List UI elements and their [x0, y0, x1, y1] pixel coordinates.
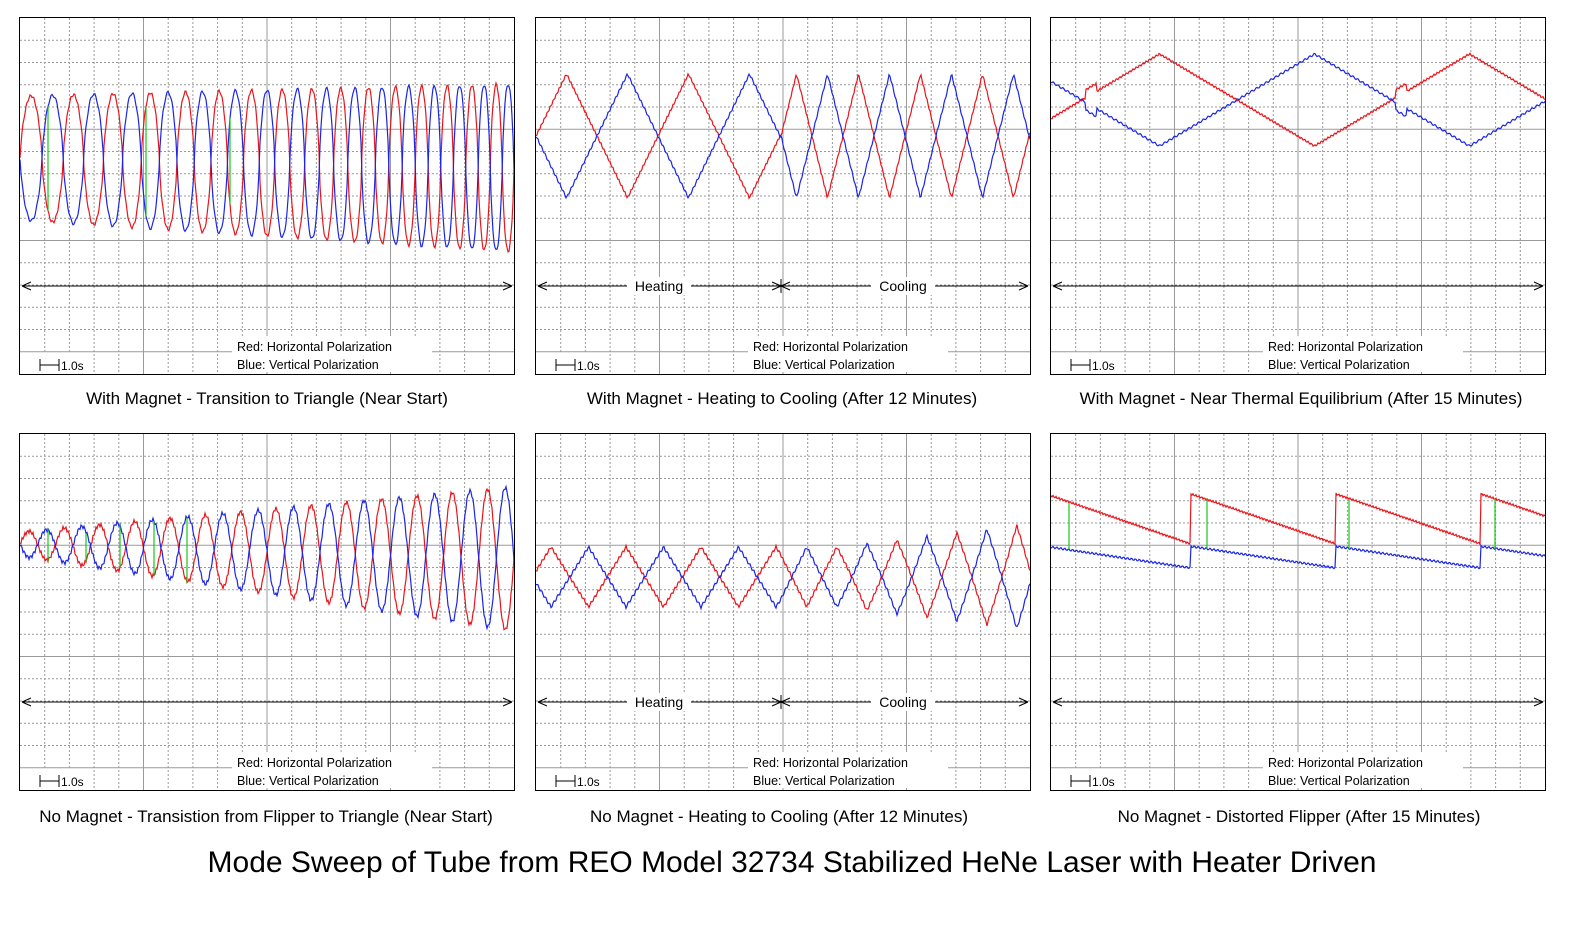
main-title: Mode Sweep of Tube from REO Model 32734 …: [207, 846, 1377, 879]
grid-4: [536, 434, 1030, 790]
legend-blue-label: Blue: Vertical Polarization: [237, 358, 379, 372]
chart-panel-0: Red: Horizontal Polarization Blue: Vertic…: [19, 17, 515, 375]
timescale-bg: [36, 354, 88, 372]
chart-svg-4: Heating Cooling Red: Horizontal Polarizati…: [536, 434, 1030, 790]
chart-svg-2: Red: Horizontal Polarization Blue: Vertic…: [1051, 18, 1545, 374]
time-arrow-left-head: [537, 281, 548, 291]
timescale-label: 1.0s: [1092, 775, 1115, 789]
timescale-label: 1.0s: [61, 775, 84, 789]
legend-red-label: Red: Horizontal Polarization: [1268, 340, 1423, 354]
phase-label-bg: [871, 693, 935, 711]
time-arrow-right-head: [1018, 697, 1029, 707]
chart-panel-2: Red: Horizontal Polarization Blue: Vertic…: [1050, 17, 1546, 375]
chart-panel-1: Heating Cooling Red: Horizontal Polarizati…: [535, 17, 1031, 375]
chart-svg-3: Red: Horizontal Polarization Blue: Vertic…: [20, 434, 514, 790]
legend-bg: [748, 752, 948, 788]
timescale-bg: [552, 770, 604, 788]
legend-blue-label: Blue: Vertical Polarization: [1268, 774, 1410, 788]
series-line-blue-5: [1051, 543, 1545, 570]
legend-red-label: Red: Horizontal Polarization: [237, 756, 392, 770]
series-line-red-0: [20, 80, 514, 253]
legend-blue-label: Blue: Vertical Polarization: [237, 774, 379, 788]
series-line-blue-2: [1051, 52, 1545, 147]
phase-label-bg: [627, 693, 691, 711]
series-line-blue-3: [20, 484, 514, 631]
time-arrow-right-head: [1018, 281, 1029, 291]
timescale-label: 1.0s: [577, 775, 600, 789]
legend-red-label: Red: Horizontal Polarization: [237, 340, 392, 354]
series-line-red-1: [536, 72, 1030, 200]
timescale-bg: [1067, 770, 1119, 788]
time-arrow-left-head: [1052, 281, 1063, 291]
legend-bg: [1263, 752, 1463, 788]
phase-label-0: Heating: [635, 694, 683, 710]
legend-bg: [232, 752, 432, 788]
time-arrow-right-head: [1533, 697, 1544, 707]
chart-caption-5: No Magnet - Distorted Flipper (After 15 …: [1117, 807, 1481, 826]
legend-bg: [1263, 336, 1463, 372]
legend-bg: [748, 336, 948, 372]
time-arrow-right-head: [502, 697, 513, 707]
time-arrow-mid-head-right: [780, 281, 791, 291]
chart-panel-5: Red: Horizontal Polarization Blue: Vertic…: [1050, 433, 1546, 791]
timescale-label: 1.0s: [577, 359, 600, 373]
legend-blue-label: Blue: Vertical Polarization: [1268, 358, 1410, 372]
series-line-blue-4: [536, 529, 1030, 628]
legend-red-label: Red: Horizontal Polarization: [1268, 756, 1423, 770]
chart-panel-3: Red: Horizontal Polarization Blue: Vertic…: [19, 433, 515, 791]
chart-caption-2: With Magnet - Near Thermal Equilibrium (…: [1079, 389, 1523, 408]
series-line-red-2: [1051, 52, 1545, 147]
series-line-blue-1: [536, 72, 1030, 200]
chart-caption-0: With Magnet - Transition to Triangle (Ne…: [86, 389, 448, 408]
time-arrow-left-head: [21, 281, 32, 291]
time-arrow-mid-head-left: [771, 281, 782, 291]
chart-caption-4: No Magnet - Heating to Cooling (After 12…: [590, 807, 968, 826]
chart-svg-0: Red: Horizontal Polarization Blue: Vertic…: [20, 18, 514, 374]
timescale-bg: [36, 770, 88, 788]
chart-panel-4: Heating Cooling Red: Horizontal Polarizati…: [535, 433, 1031, 791]
time-arrow-mid-head-left: [771, 697, 782, 707]
legend-red-label: Red: Horizontal Polarization: [753, 340, 908, 354]
series-line-red-5: [1051, 492, 1545, 546]
chart-svg-1: Heating Cooling Red: Horizontal Polarizati…: [536, 18, 1030, 374]
phase-label-bg: [627, 277, 691, 295]
timescale-label: 1.0s: [1092, 359, 1115, 373]
timescale-bg: [552, 354, 604, 372]
series-line-red-4: [536, 524, 1030, 627]
time-arrow-left-head: [21, 697, 32, 707]
grid-1: [536, 18, 1030, 374]
grid-5: [1051, 434, 1545, 790]
legend-red-label: Red: Horizontal Polarization: [753, 756, 908, 770]
grid-3: [20, 434, 514, 790]
chart-caption-3: No Magnet - Transistion from Flipper to …: [39, 807, 493, 826]
series-line-blue-0: [20, 83, 514, 250]
phase-label-0: Heating: [635, 278, 683, 294]
legend-bg: [232, 336, 432, 372]
legend-blue-label: Blue: Vertical Polarization: [753, 774, 895, 788]
grid-2: [1051, 18, 1545, 374]
phase-label-bg: [871, 277, 935, 295]
phase-label-1: Cooling: [879, 694, 926, 710]
time-arrow-mid-head-right: [780, 697, 791, 707]
time-arrow-left-head: [537, 697, 548, 707]
timescale-label: 1.0s: [61, 359, 84, 373]
time-arrow-right-head: [1533, 281, 1544, 291]
chart-svg-5: Red: Horizontal Polarization Blue: Vertic…: [1051, 434, 1545, 790]
chart-caption-1: With Magnet - Heating to Cooling (After …: [586, 389, 978, 408]
timescale-bg: [1067, 354, 1119, 372]
time-arrow-left-head: [1052, 697, 1063, 707]
legend-blue-label: Blue: Vertical Polarization: [753, 358, 895, 372]
time-arrow-right-head: [502, 281, 513, 291]
phase-label-1: Cooling: [879, 278, 926, 294]
